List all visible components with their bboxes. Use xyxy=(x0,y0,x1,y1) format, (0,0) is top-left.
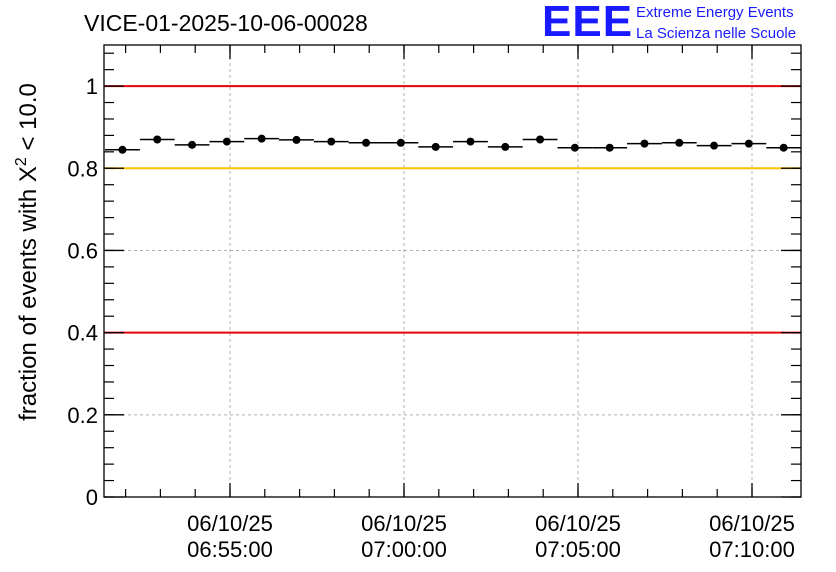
x-tick-label-date: 06/10/25 xyxy=(361,511,447,536)
y-tick-label: 0.6 xyxy=(67,238,98,263)
x-tick-label-date: 06/10/25 xyxy=(187,511,273,536)
data-point xyxy=(222,137,231,146)
chart-title: VICE-01-2025-10-06-00028 xyxy=(84,10,368,36)
data-point xyxy=(466,137,475,146)
data-point xyxy=(431,142,440,151)
data-point xyxy=(605,143,614,152)
data-point xyxy=(362,138,371,147)
logo-line-2: La Scienza nelle Scuole xyxy=(636,25,797,42)
y-axis-label-main: fraction of events with X xyxy=(15,166,42,421)
y-tick-label: 1 xyxy=(86,74,98,99)
axis-ticks xyxy=(104,45,801,498)
eee-logo: EEE Extreme Energy Events La Scienza nel… xyxy=(542,0,832,46)
x-tick-label-time: 07:10:00 xyxy=(709,537,795,562)
y-axis-label-superscript: 2 xyxy=(13,157,30,166)
data-point xyxy=(744,139,753,148)
y-tick-label: 0.2 xyxy=(67,403,98,428)
data-series xyxy=(105,134,801,154)
data-point xyxy=(675,138,684,147)
x-tick-label-time: 07:00:00 xyxy=(361,537,447,562)
logo-line-1: Extreme Energy Events xyxy=(636,4,794,21)
x-tick-labels: 06/10/2506:55:0006/10/2507:00:0006/10/25… xyxy=(187,511,795,562)
reference-lines xyxy=(104,85,801,334)
data-point xyxy=(257,134,266,143)
y-tick-label: 0.4 xyxy=(67,321,98,346)
y-axis-label-suffix: < 10.0 xyxy=(15,83,42,157)
y-tick-label: 0 xyxy=(86,485,98,510)
data-point xyxy=(779,143,788,152)
data-point xyxy=(710,141,719,150)
grid-lines xyxy=(104,45,801,497)
y-tick-label: 0.8 xyxy=(67,156,98,181)
x-tick-label-date: 06/10/25 xyxy=(535,511,621,536)
data-point xyxy=(640,139,649,148)
data-point xyxy=(292,135,301,144)
data-point xyxy=(536,135,545,144)
data-point xyxy=(118,145,127,154)
data-point xyxy=(570,143,579,152)
x-tick-label-time: 07:05:00 xyxy=(535,537,621,562)
logo-mark: EEE xyxy=(542,0,634,46)
y-tick-labels: 0 0.2 0.4 0.6 0.8 1 xyxy=(67,74,98,510)
x-tick-label-date: 06/10/25 xyxy=(709,511,795,536)
x-tick-label-time: 06:55:00 xyxy=(187,537,273,562)
data-point xyxy=(501,142,510,151)
data-point xyxy=(153,135,162,144)
data-point xyxy=(396,138,405,147)
plot-frame xyxy=(103,44,802,498)
y-axis-label: fraction of events with X2 < 10.0 xyxy=(13,83,42,421)
data-point xyxy=(188,140,197,149)
data-point xyxy=(327,137,336,146)
